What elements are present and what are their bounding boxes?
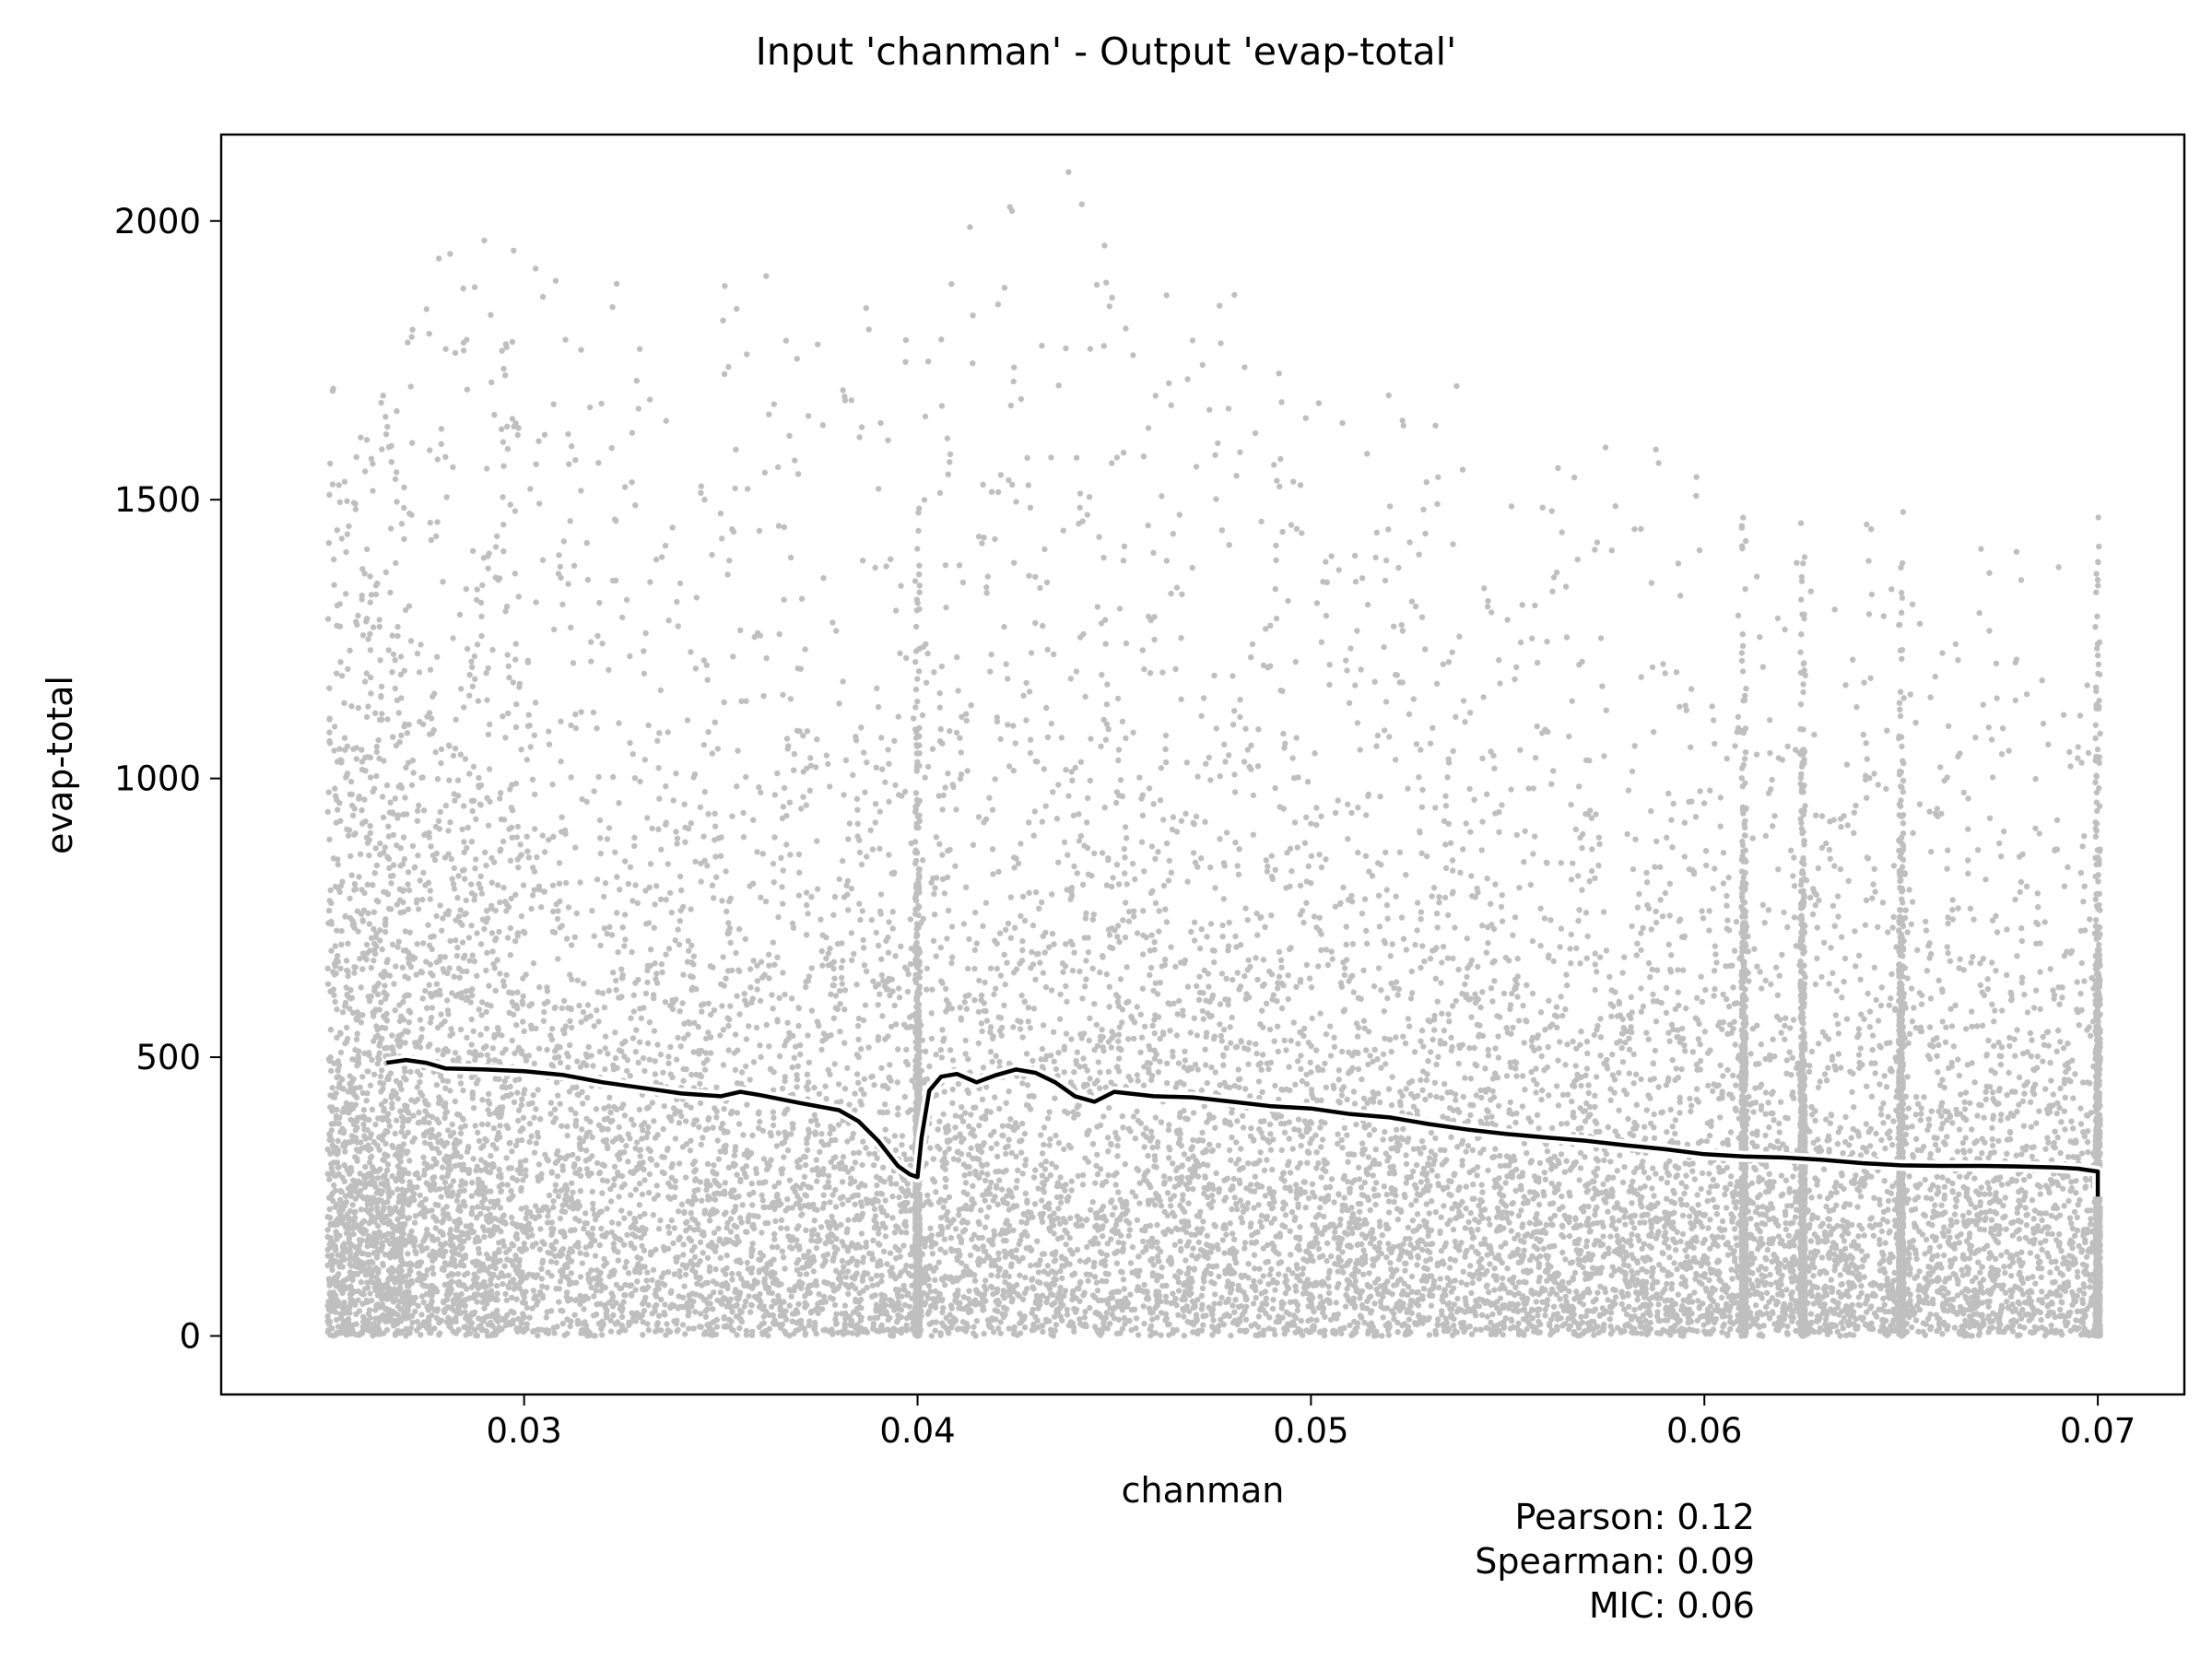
y-tick-label: 1000 xyxy=(114,759,201,799)
trend-line xyxy=(385,1057,2100,1197)
x-tick-label: 0.03 xyxy=(486,1411,561,1451)
y-axis: 0 500 1000 1500 2000 xyxy=(114,202,221,1356)
x-tick-label: 0.04 xyxy=(879,1411,955,1451)
pearson-stat: Pearson: 0.12 xyxy=(1514,1497,1755,1537)
x-axis: 0.03 0.04 0.05 0.06 0.07 xyxy=(486,1394,2136,1451)
trend-line-group xyxy=(385,1054,2104,1197)
x-axis-label: chanman xyxy=(1122,1470,1285,1511)
y-tick-label: 500 xyxy=(135,1038,201,1077)
y-axis-label: evap-total xyxy=(40,676,80,854)
mic-stat: MIC: 0.06 xyxy=(1588,1585,1755,1626)
y-tick-label: 0 xyxy=(179,1316,201,1356)
x-tick-label: 0.06 xyxy=(1666,1411,1742,1451)
x-tick-label: 0.05 xyxy=(1273,1411,1348,1451)
plot-frame xyxy=(219,133,2186,1396)
spearman-stat: Spearman: 0.09 xyxy=(1475,1541,1755,1582)
y-tick-label: 2000 xyxy=(114,202,201,241)
scatter-points xyxy=(324,169,2103,1339)
scatter-point-cloud xyxy=(324,169,2103,1339)
x-tick-label: 0.07 xyxy=(2060,1411,2136,1451)
y-tick-label: 1500 xyxy=(114,480,201,520)
correlation-stats: Pearson: 0.12 Spearman: 0.09 MIC: 0.06 xyxy=(1475,1495,1755,1628)
chart-title: Input 'chanman' - Output 'evap-total' xyxy=(756,29,1456,74)
